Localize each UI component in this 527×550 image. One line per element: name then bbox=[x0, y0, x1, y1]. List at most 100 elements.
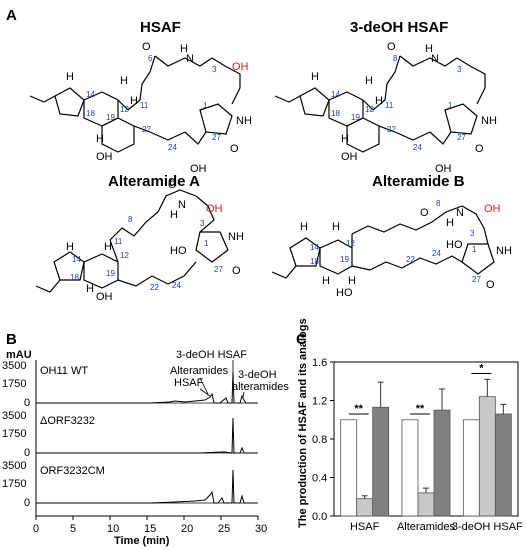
y-axis-label: The production of HSAF and its analogs bbox=[297, 318, 309, 528]
atom-number: 14 bbox=[331, 90, 340, 99]
bar bbox=[494, 413, 512, 517]
atom-label: H bbox=[446, 217, 454, 229]
structure-title-alteramide-b: Alteramide B bbox=[372, 173, 465, 190]
atom-number: 11 bbox=[140, 101, 149, 110]
trace-delta-orf3232 bbox=[36, 417, 258, 454]
x-axis-label: Time (min) bbox=[114, 535, 170, 547]
ring bbox=[53, 251, 85, 281]
y-tick-label: 0.8 bbox=[312, 434, 327, 446]
atom-label: OH bbox=[341, 151, 358, 163]
bond bbox=[35, 279, 61, 293]
x-category-label: Alteramides bbox=[397, 521, 456, 533]
trace-name-orf3232cm: ORF3232CM bbox=[40, 465, 105, 477]
peak-annotation: alteramides bbox=[232, 381, 289, 393]
atom-number: 12 bbox=[120, 251, 129, 260]
bond bbox=[127, 55, 156, 111]
chromatogram-plot: 3500 1750 0 3500 1750 0 3500 1750 0 OH11… bbox=[2, 349, 289, 547]
trace-name-delta-orf3232: ΔORF3232 bbox=[40, 415, 95, 427]
atom-number: 27 bbox=[472, 275, 481, 284]
atom-label: H bbox=[66, 241, 74, 253]
hydroxyl-label: OH bbox=[232, 61, 249, 73]
atom-label: O bbox=[387, 41, 396, 53]
bond bbox=[351, 255, 463, 271]
bond bbox=[351, 211, 447, 235]
atom-number: 18 bbox=[331, 109, 340, 118]
atom-number: 3 bbox=[212, 65, 217, 74]
ring bbox=[346, 117, 380, 153]
atom-number: 19 bbox=[106, 269, 115, 278]
panel-label-c: C bbox=[296, 331, 307, 348]
atom-number: 8 bbox=[436, 199, 441, 208]
bond bbox=[133, 125, 186, 141]
atom-label: NH bbox=[496, 245, 512, 257]
x-tick-label: 25 bbox=[218, 523, 230, 535]
atom-number: 3 bbox=[470, 229, 475, 238]
structure-alteramide-a: Alteramide A H N HO NH O O OH H H H OH 8… bbox=[35, 173, 244, 303]
atom-number: 22 bbox=[142, 125, 151, 134]
bond bbox=[109, 239, 119, 263]
bond bbox=[274, 95, 301, 103]
atom-number: 18 bbox=[310, 257, 319, 266]
atom-label: H bbox=[104, 241, 112, 253]
atom-number: 1 bbox=[204, 239, 209, 248]
atom-label: OH bbox=[96, 151, 113, 163]
atom-label: OH bbox=[96, 291, 113, 303]
atom-number: 8 bbox=[128, 215, 133, 224]
atom-number: 18 bbox=[70, 273, 79, 282]
atom-number: 1 bbox=[203, 101, 208, 110]
atom-number: 19 bbox=[351, 113, 360, 122]
atom-label: N bbox=[456, 207, 464, 219]
atom-number: 6 bbox=[148, 54, 153, 63]
trace-oh11-wt bbox=[36, 371, 258, 404]
bond bbox=[429, 131, 452, 145]
y-tick-label: 1750 bbox=[2, 428, 26, 440]
bond bbox=[117, 99, 129, 111]
atom-number: 8 bbox=[393, 54, 398, 63]
bar-chart: The production of HSAF and its analogs 0… bbox=[297, 318, 523, 533]
ring bbox=[299, 87, 330, 117]
atom-label: OH bbox=[435, 163, 452, 175]
atom-number: 24 bbox=[168, 143, 177, 152]
annotation-pointer bbox=[242, 391, 245, 398]
bond bbox=[154, 55, 213, 67]
bond bbox=[117, 261, 197, 287]
atom-label: OH bbox=[190, 163, 207, 175]
atom-label: HO bbox=[170, 245, 187, 257]
atom-number: 19 bbox=[106, 113, 115, 122]
atom-number: 22 bbox=[150, 283, 159, 292]
atom-number: 3 bbox=[457, 65, 462, 74]
atom-number: 24 bbox=[413, 143, 422, 152]
y-tick-label: 0 bbox=[24, 447, 30, 459]
bar bbox=[417, 492, 435, 517]
atom-label: N bbox=[431, 53, 439, 65]
y-tick-label: 3500 bbox=[2, 410, 26, 422]
peak-annotation: 3-deOH HSAF bbox=[176, 349, 247, 361]
bond bbox=[231, 87, 241, 105]
annotation-pointer bbox=[199, 388, 211, 397]
peak-annotation: Alteramides bbox=[170, 365, 229, 377]
bond bbox=[399, 55, 458, 67]
bar bbox=[340, 419, 358, 517]
atom-label: NH bbox=[228, 231, 244, 243]
y-tick-label: 3500 bbox=[2, 360, 26, 372]
panel-label-b: B bbox=[6, 331, 17, 348]
atom-label: O bbox=[420, 207, 429, 219]
structure-title-hsaf: HSAF bbox=[140, 19, 181, 36]
atom-number: 27 bbox=[457, 133, 466, 142]
bond bbox=[483, 227, 489, 245]
atom-number: 1 bbox=[448, 101, 453, 110]
atom-number: 12 bbox=[120, 105, 129, 114]
atom-number: 14 bbox=[310, 243, 319, 252]
y-tick-label: 0.4 bbox=[312, 473, 327, 485]
atom-number: 27 bbox=[214, 265, 223, 274]
ring bbox=[289, 237, 321, 267]
bar bbox=[478, 396, 496, 517]
bar bbox=[462, 419, 480, 517]
bond bbox=[362, 99, 374, 111]
ring bbox=[54, 87, 85, 117]
atom-number: 27 bbox=[212, 133, 221, 142]
peak-annotation: HSAF bbox=[174, 377, 204, 389]
structure-title-alteramide-a: Alteramide A bbox=[108, 173, 200, 190]
x-category-label: HSAF bbox=[350, 521, 380, 533]
